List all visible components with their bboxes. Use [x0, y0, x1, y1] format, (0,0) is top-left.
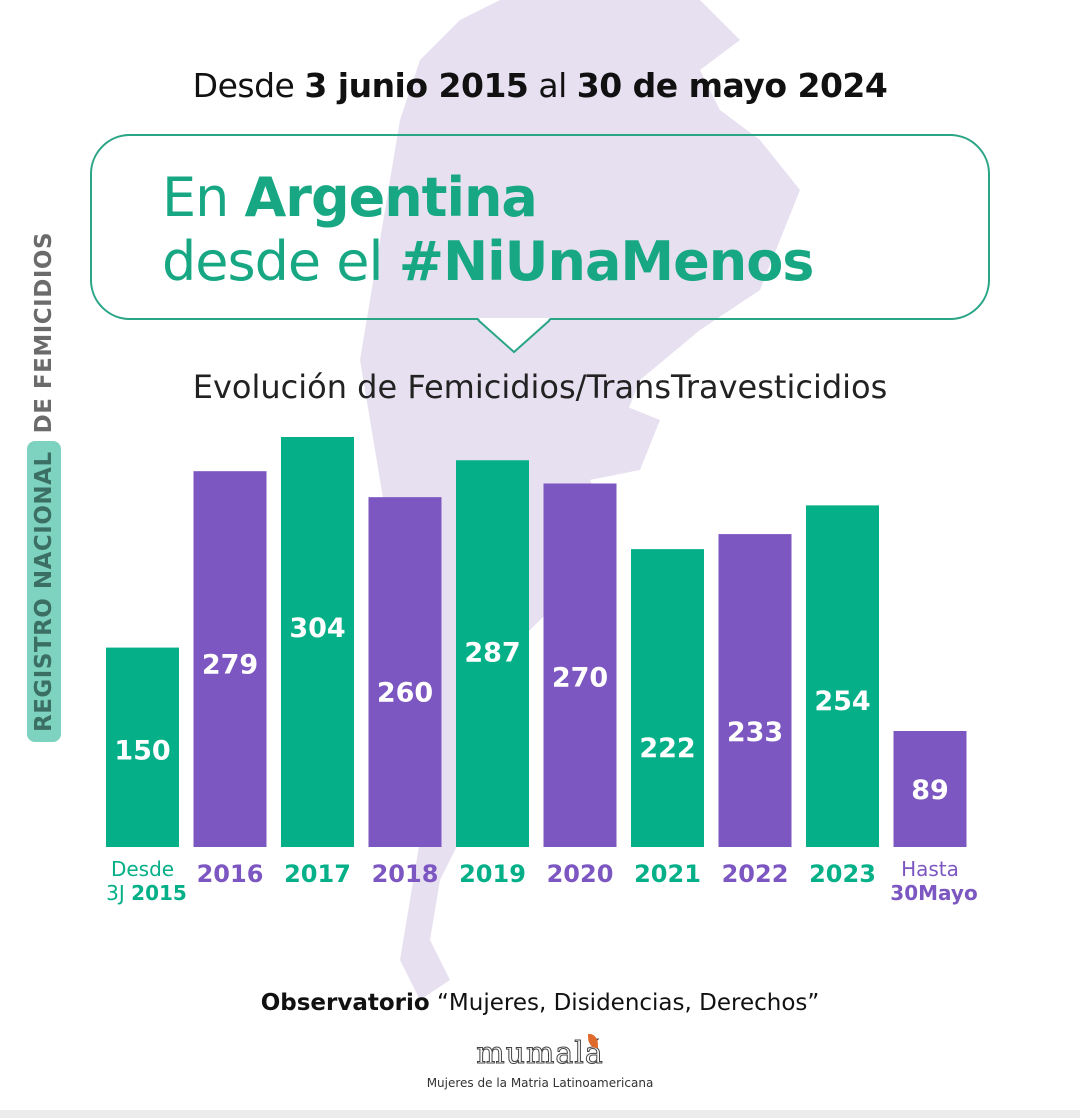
date-end: 30 de mayo 2024: [576, 66, 888, 105]
bar-3: [281, 437, 354, 847]
date-range: Desde 3 junio 2015 al 30 de mayo 2024: [0, 66, 1080, 105]
speech-bubble-tail: [477, 318, 551, 354]
headline-line1-light: En: [162, 166, 245, 229]
bar-value-label: 222: [639, 733, 695, 764]
category-label: 2016: [197, 860, 264, 888]
category-label: 2023: [809, 860, 876, 888]
bar-value-label: 150: [114, 736, 170, 767]
category-label: 2021: [634, 860, 701, 888]
category-label-top: Hasta: [901, 857, 959, 881]
category-label: 2019: [459, 860, 526, 888]
chart-title: Evolución de Femicidios/TransTravesticid…: [192, 368, 888, 406]
bar-7: [631, 549, 704, 847]
category-label: 2017: [284, 860, 351, 888]
bar-value-label: 287: [464, 638, 520, 669]
bar-value-label: 260: [377, 677, 433, 708]
bar-value-label: 89: [911, 775, 949, 806]
date-start: 3 junio 2015: [304, 66, 529, 105]
bar-4: [368, 497, 442, 847]
bar-6: [543, 483, 617, 847]
bar-value-label: 233: [727, 717, 783, 748]
logo-subtitle: Mujeres de la Matria Latinoamericana: [426, 1076, 654, 1090]
category-label-top: Desde: [111, 857, 174, 881]
bar-value-label: 304: [289, 613, 345, 644]
mumala-logo: mumalá: [476, 1036, 604, 1072]
date-mid: al: [528, 66, 577, 105]
category-label-bottom: 30Mayo: [890, 881, 977, 905]
bar-value-label: 279: [202, 649, 258, 680]
bar-value-label: 270: [552, 663, 608, 694]
bar-10: [893, 731, 967, 847]
category-label: 2022: [722, 860, 789, 888]
category-label-bottom: 3J 2015: [106, 881, 187, 905]
category-label: 2018: [372, 860, 439, 888]
bottom-bar: [0, 1110, 1080, 1118]
category-label: 2020: [547, 860, 614, 888]
date-prefix: Desde: [192, 66, 305, 105]
headline-line1-bold: Argentina: [244, 166, 538, 229]
headline-line2-light: desde el: [162, 230, 399, 293]
footer-bold: Observatorio: [260, 990, 430, 1016]
leaf-icon: [588, 1034, 598, 1048]
bar-value-label: 254: [814, 686, 870, 717]
headline: En Argentina desde el #NiUnaMenos: [162, 166, 815, 294]
bar-5: [456, 460, 529, 847]
bar-8: [718, 534, 792, 847]
bar-9: [806, 505, 879, 847]
footer-observatorio: Observatorio “Mujeres, Disidencias, Dere…: [0, 990, 1080, 1016]
bar-2: [193, 471, 267, 847]
bar-1: [106, 647, 179, 847]
headline-line2-bold: #NiUnaMenos: [398, 230, 815, 293]
footer-text: “Mujeres, Disidencias, Derechos”: [429, 990, 820, 1016]
